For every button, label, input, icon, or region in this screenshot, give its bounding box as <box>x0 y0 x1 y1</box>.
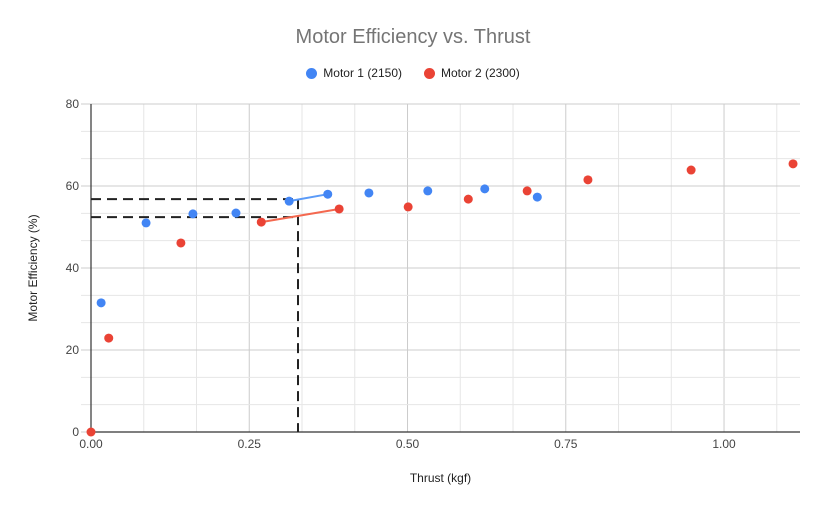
series-segment-motor-1 <box>288 193 328 203</box>
x-tick-label: 0.50 <box>396 437 420 451</box>
x-tick-label: 0.00 <box>79 437 103 451</box>
legend-label-motor-1: Motor 1 (2150) <box>323 66 402 80</box>
data-point-motor-1 <box>96 298 106 308</box>
data-point-motor-1 <box>231 208 241 218</box>
y-axis-label: Motor Efficiency (%) <box>26 214 40 321</box>
x-tick-label: 0.75 <box>554 437 578 451</box>
data-point-motor-1 <box>480 184 490 194</box>
data-point-motor-2 <box>104 333 114 343</box>
y-tick-label: 20 <box>66 343 80 357</box>
data-point-motor-2 <box>686 165 696 175</box>
data-point-motor-2 <box>256 217 266 227</box>
data-point-motor-2 <box>522 186 532 196</box>
legend-item-motor-1: Motor 1 (2150) <box>306 66 402 80</box>
y-tick-label: 40 <box>66 261 80 275</box>
data-point-motor-2 <box>463 194 473 204</box>
data-point-motor-1 <box>423 186 433 196</box>
data-point-motor-1 <box>188 209 198 219</box>
data-point-motor-2 <box>788 159 798 169</box>
legend-marker-motor-2 <box>424 67 435 79</box>
legend: Motor 1 (2150) Motor 2 (2300) <box>0 66 826 80</box>
legend-label-motor-2: Motor 2 (2300) <box>441 66 520 80</box>
chart-title: Motor Efficiency vs. Thrust <box>295 26 531 48</box>
y-tick-label: 60 <box>66 179 80 193</box>
data-point-motor-1 <box>364 188 374 198</box>
y-tick-label: 0 <box>72 425 79 439</box>
legend-marker-motor-1 <box>306 67 318 79</box>
x-tick-label: 0.25 <box>238 437 262 451</box>
data-point-motor-2 <box>403 202 413 212</box>
data-point-motor-1 <box>284 196 294 206</box>
data-point-motor-1 <box>532 192 542 202</box>
x-tick-label: 1.00 <box>712 437 736 451</box>
series-segment-motor-2 <box>261 207 340 224</box>
data-point-motor-1 <box>323 189 333 199</box>
data-point-motor-2 <box>176 238 186 248</box>
data-point-motor-2 <box>583 175 593 185</box>
x-axis-label: Thrust (kgf) <box>410 471 471 485</box>
data-point-motor-2 <box>334 204 344 214</box>
y-tick-label: 80 <box>66 97 80 111</box>
legend-item-motor-2: Motor 2 (2300) <box>424 66 520 80</box>
data-point-motor-1 <box>141 218 151 228</box>
data-point-motor-2 <box>86 427 96 437</box>
